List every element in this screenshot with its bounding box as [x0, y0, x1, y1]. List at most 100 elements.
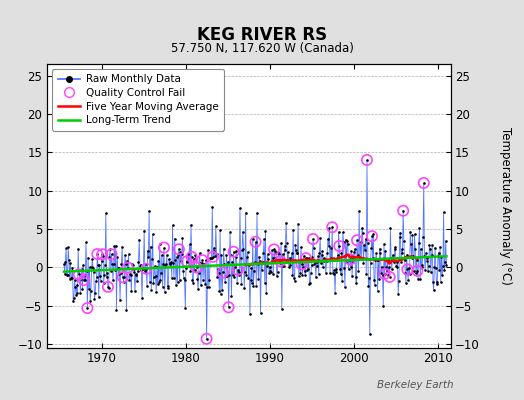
Point — [346, 256, 354, 263]
Point — [226, 229, 234, 235]
Point — [179, 268, 188, 274]
Point — [254, 276, 263, 282]
Point — [194, 270, 203, 276]
Point — [324, 243, 333, 250]
Point — [157, 270, 166, 276]
Point — [242, 272, 250, 278]
Point — [429, 279, 437, 286]
Point — [79, 262, 88, 268]
Point — [208, 203, 216, 210]
Point — [116, 297, 124, 303]
Point — [416, 276, 424, 282]
Point — [296, 258, 304, 264]
Point — [221, 278, 229, 285]
Point — [66, 276, 74, 282]
Point — [152, 288, 160, 295]
Point — [250, 259, 259, 265]
Point — [214, 270, 223, 276]
Point — [248, 280, 256, 286]
Point — [268, 254, 277, 261]
Point — [345, 257, 353, 263]
Point — [269, 271, 278, 277]
Point — [62, 245, 70, 251]
Point — [191, 252, 200, 258]
Point — [209, 254, 217, 260]
Point — [183, 259, 192, 266]
Point — [358, 230, 367, 236]
Point — [148, 256, 156, 262]
Point — [386, 274, 394, 280]
Point — [202, 336, 211, 342]
Point — [176, 276, 184, 283]
Point — [107, 251, 116, 258]
Point — [94, 294, 103, 300]
Point — [111, 267, 119, 273]
Point — [95, 262, 104, 268]
Point — [254, 260, 262, 267]
Point — [346, 256, 354, 263]
Point — [337, 250, 346, 256]
Point — [136, 261, 145, 268]
Point — [260, 236, 268, 242]
Point — [82, 239, 90, 246]
Point — [104, 284, 112, 290]
Point — [399, 208, 407, 214]
Point — [159, 261, 168, 267]
Point — [353, 237, 361, 244]
Point — [178, 251, 186, 258]
Point — [406, 229, 414, 235]
Point — [363, 157, 371, 163]
Point — [382, 264, 390, 270]
Point — [384, 271, 392, 278]
Point — [355, 207, 363, 214]
Point — [374, 288, 382, 294]
Point — [398, 250, 407, 256]
Point — [199, 276, 207, 283]
Point — [88, 256, 96, 262]
Point — [155, 279, 163, 285]
Point — [352, 274, 360, 280]
Point — [97, 258, 106, 264]
Point — [388, 266, 396, 272]
Point — [70, 277, 79, 283]
Point — [214, 266, 222, 272]
Point — [335, 243, 343, 249]
Point — [112, 242, 120, 249]
Point — [166, 260, 174, 267]
Point — [201, 280, 210, 287]
Point — [430, 287, 438, 294]
Point — [318, 248, 326, 254]
Point — [202, 336, 211, 342]
Point — [150, 274, 158, 280]
Point — [407, 241, 415, 247]
Point — [329, 270, 337, 276]
Point — [160, 289, 169, 296]
Point — [91, 290, 100, 296]
Point — [127, 288, 136, 294]
Point — [210, 248, 219, 254]
Point — [364, 283, 373, 290]
Point — [439, 263, 447, 270]
Point — [148, 231, 157, 238]
Point — [134, 259, 143, 266]
Point — [173, 279, 182, 285]
Point — [78, 285, 86, 292]
Point — [344, 241, 352, 248]
Point — [256, 258, 264, 264]
Point — [340, 264, 348, 271]
Y-axis label: Temperature Anomaly (°C): Temperature Anomaly (°C) — [499, 127, 512, 285]
Point — [293, 250, 302, 256]
Legend: Raw Monthly Data, Quality Control Fail, Five Year Moving Average, Long-Term Tren: Raw Monthly Data, Quality Control Fail, … — [52, 69, 224, 130]
Point — [160, 244, 168, 251]
Point — [64, 244, 72, 250]
Point — [69, 298, 78, 304]
Point — [165, 256, 173, 262]
Point — [78, 266, 86, 272]
Point — [394, 290, 402, 297]
Point — [434, 250, 443, 256]
Point — [282, 220, 290, 226]
Point — [188, 254, 196, 260]
Point — [62, 272, 71, 278]
Point — [320, 258, 329, 264]
Point — [161, 262, 170, 268]
